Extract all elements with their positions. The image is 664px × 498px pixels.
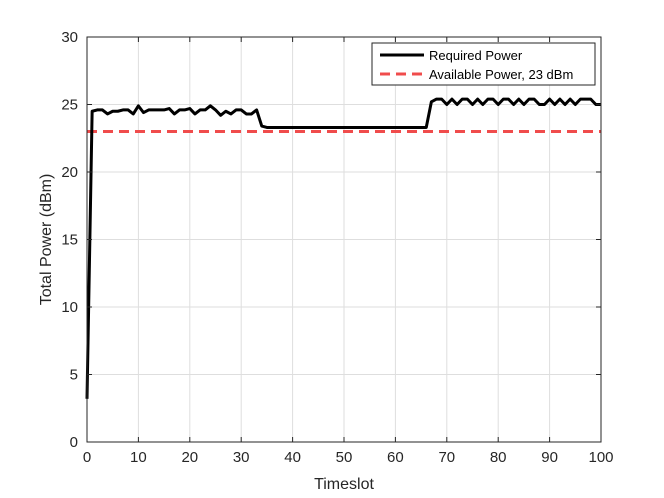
series-line-required-power [85, 97, 601, 399]
legend-label-required-power: Required Power [429, 48, 523, 63]
x-tick-label: 10 [130, 449, 147, 466]
x-tick-label: 50 [336, 449, 353, 466]
series-layer [85, 97, 601, 399]
grid [87, 37, 601, 442]
y-tick-label: 25 [61, 97, 78, 114]
x-tick-label: 60 [387, 449, 404, 466]
legend: Required Power Available Power, 23 dBm [371, 42, 596, 86]
legend-label-available-power: Available Power, 23 dBm [429, 67, 573, 82]
x-axis-title: Timeslot [314, 476, 374, 493]
x-tick-label: 100 [588, 449, 613, 466]
x-tick-label: 20 [181, 449, 198, 466]
y-tick-label: 15 [61, 232, 78, 249]
legend-box [371, 42, 596, 86]
y-axis-title: Total Power (dBm) [38, 174, 55, 306]
x-tick-label: 90 [541, 449, 558, 466]
ticks: 0 10 20 30 40 50 60 70 80 90 100 0 5 10 15 20 25 30 [61, 29, 613, 466]
y-tick-label: 20 [61, 164, 78, 181]
y-tick-label: 0 [70, 434, 78, 451]
x-tick-label: 40 [284, 449, 301, 466]
x-tick-label: 0 [83, 449, 91, 466]
y-tick-label: 30 [61, 29, 78, 46]
y-tick-label: 10 [61, 299, 78, 316]
x-tick-label: 30 [233, 449, 250, 466]
x-tick-label: 70 [438, 449, 455, 466]
x-tick-label: 80 [490, 449, 507, 466]
y-tick-label: 5 [70, 367, 78, 384]
